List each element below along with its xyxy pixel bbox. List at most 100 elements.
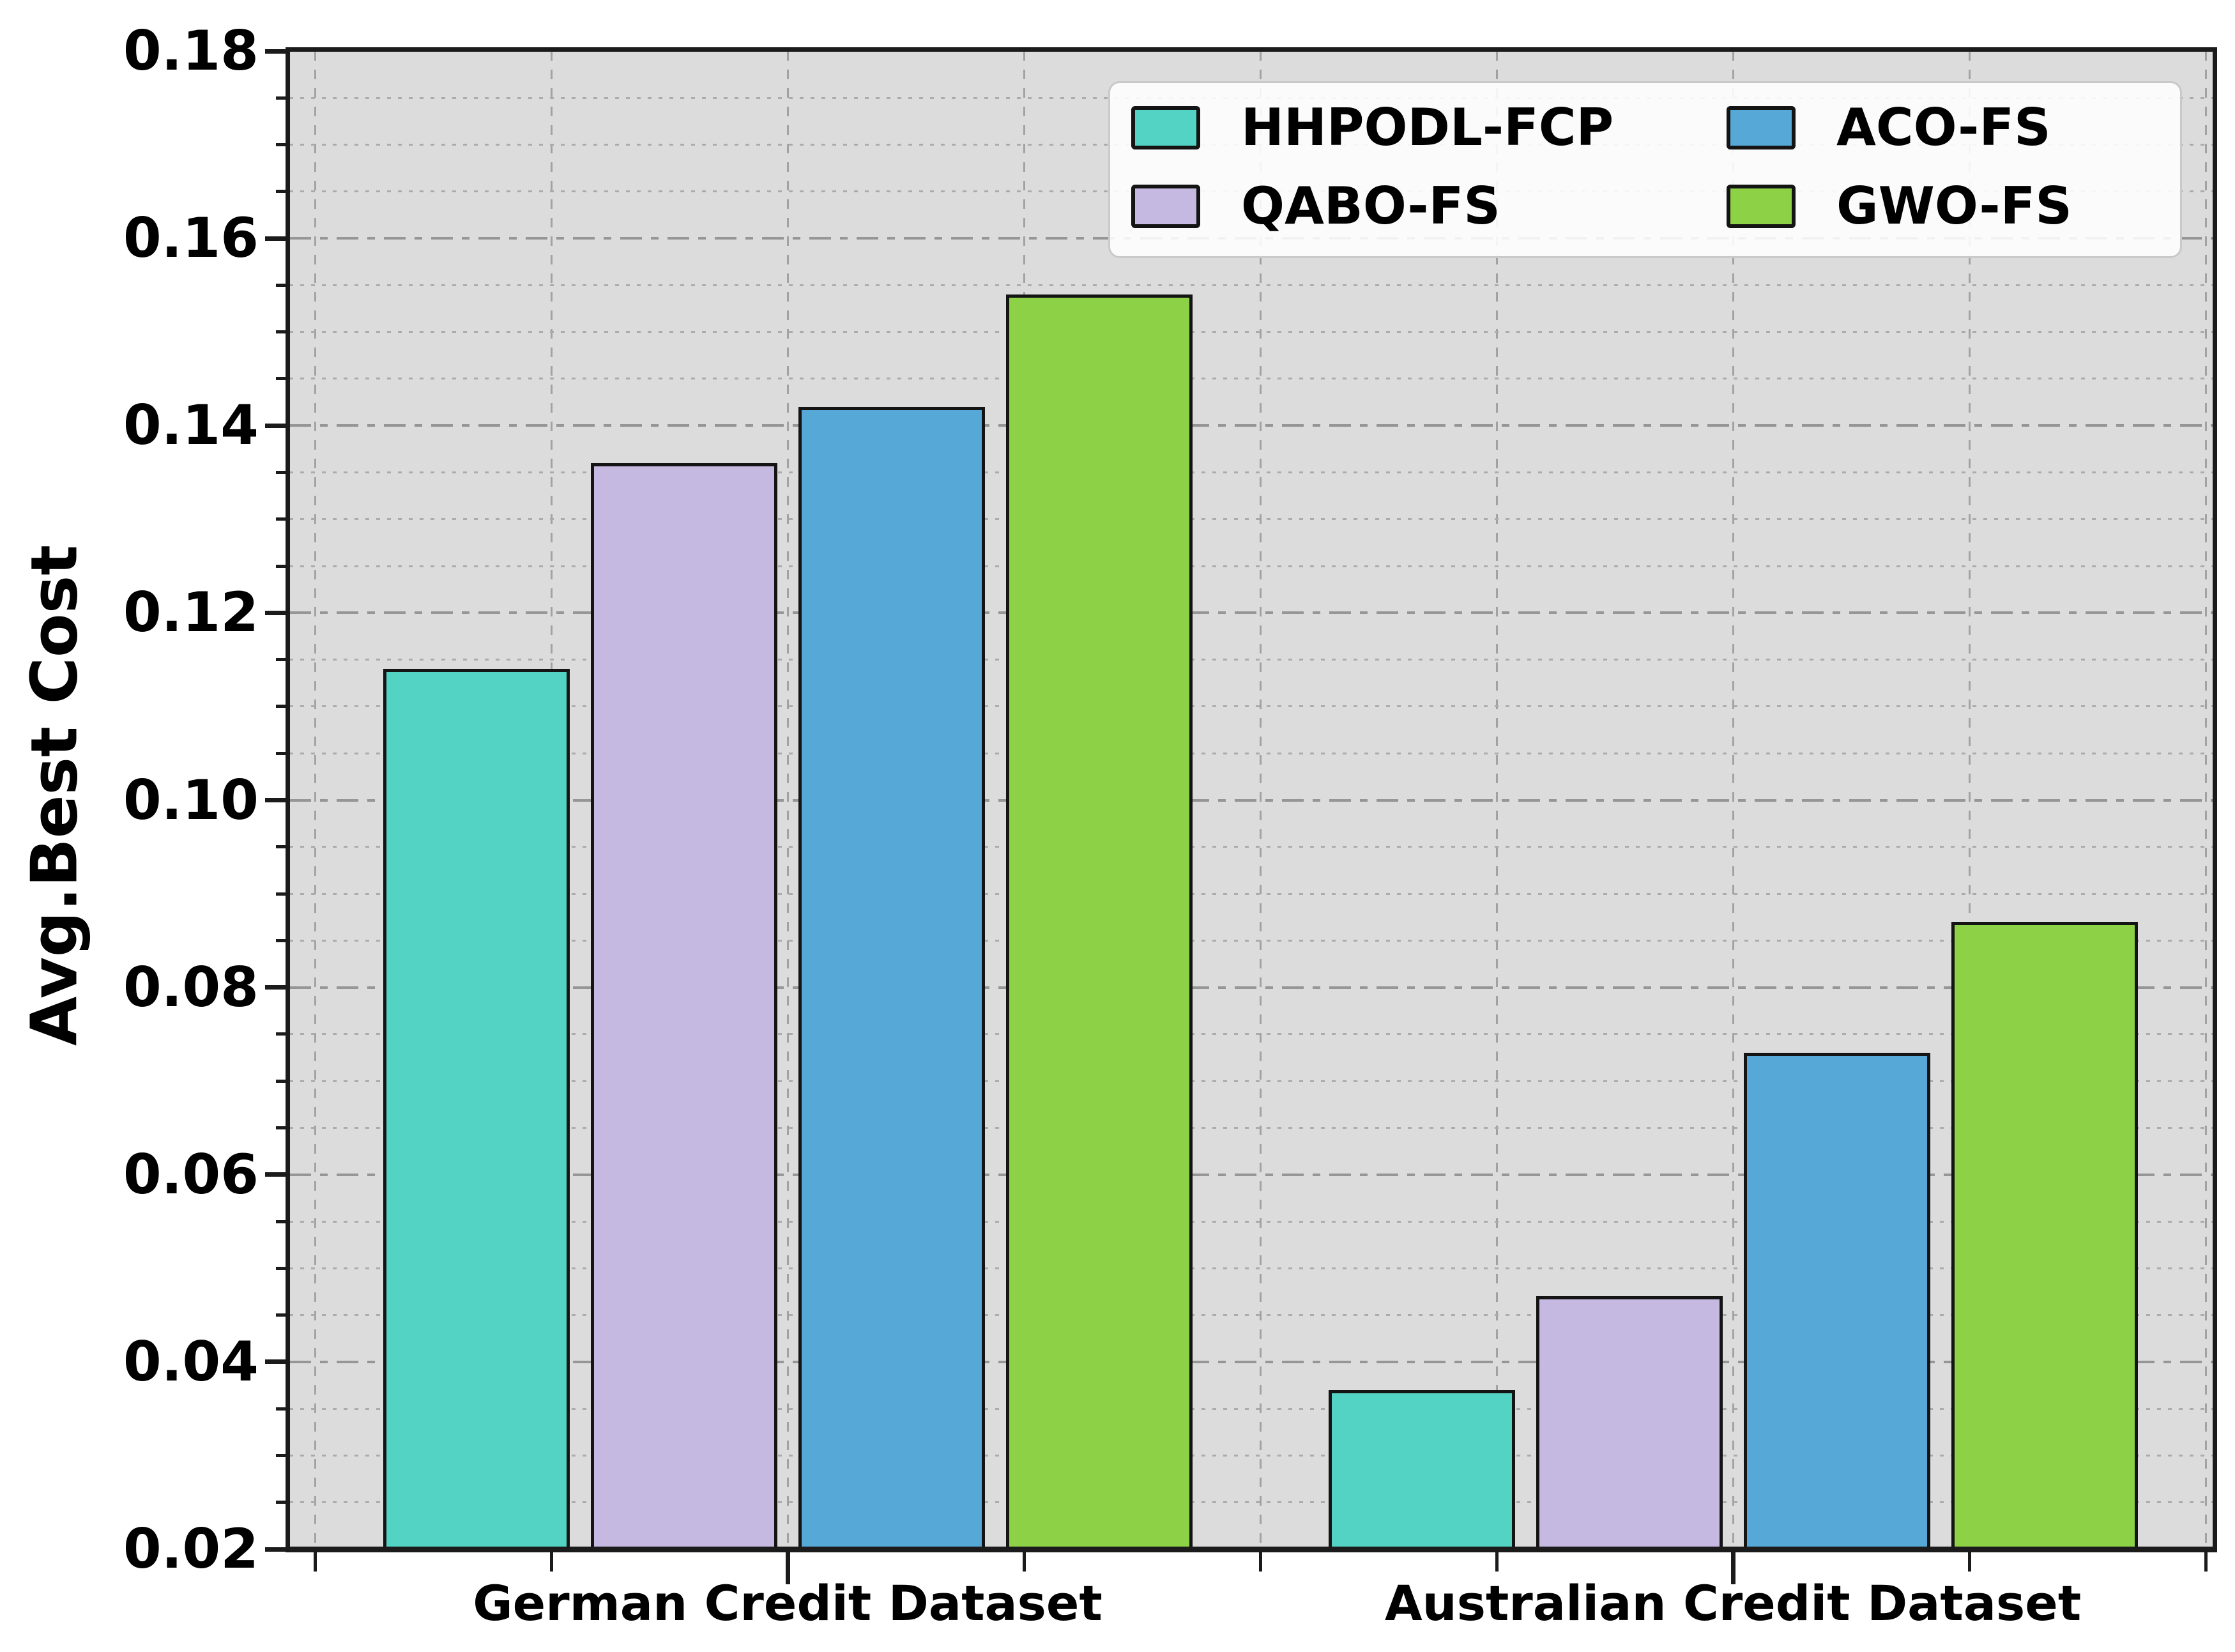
y-tick-minor xyxy=(276,1220,289,1223)
y-gridline-minor xyxy=(289,284,2213,286)
y-tick-minor xyxy=(276,377,289,381)
x-tick-minor xyxy=(314,1552,317,1572)
y-tick-label: 0.18 xyxy=(123,19,259,83)
y-tick-minor xyxy=(276,283,289,287)
x-tick-minor xyxy=(2204,1552,2208,1572)
y-gridline-minor xyxy=(289,378,2213,380)
legend-swatch-aco-fs xyxy=(1727,106,1796,149)
x-tick-major xyxy=(1731,1552,1735,1584)
y-gridline-minor xyxy=(289,565,2213,567)
y-tick-minor xyxy=(276,96,289,100)
y-tick-minor xyxy=(276,143,289,147)
y-gridline-minor xyxy=(289,1033,2213,1036)
y-gridline-major xyxy=(289,986,2213,989)
bar-gwo-fs-category1 xyxy=(1951,922,2138,1549)
y-tick-minor xyxy=(276,892,289,896)
y-tick-minor xyxy=(276,1453,289,1457)
y-tick-minor xyxy=(276,751,289,755)
y-tick-minor xyxy=(276,845,289,849)
x-tick-minor xyxy=(1495,1552,1499,1572)
y-tick-minor xyxy=(276,330,289,334)
y-gridline-minor xyxy=(289,1080,2213,1082)
spine-bottom xyxy=(286,1547,2217,1552)
y-tick-label: 0.04 xyxy=(123,1329,259,1394)
legend-swatch-gwo-fs xyxy=(1727,185,1796,228)
y-tick-minor xyxy=(276,1266,289,1270)
y-tick-minor xyxy=(276,1079,289,1083)
y-tick-label: 0.02 xyxy=(123,1517,259,1581)
y-tick-major xyxy=(265,1547,289,1552)
y-tick-major xyxy=(265,423,289,428)
y-gridline-minor xyxy=(289,1501,2213,1504)
y-gridline-major xyxy=(289,1173,2213,1176)
y-tick-label: 0.16 xyxy=(123,206,259,271)
spine-top xyxy=(286,47,2217,52)
y-gridline-minor xyxy=(289,471,2213,474)
y-tick-minor xyxy=(276,471,289,475)
y-tick-minor xyxy=(276,705,289,708)
bar-qabo-fs-category1 xyxy=(1536,1296,1723,1549)
y-gridline-minor xyxy=(289,1314,2213,1317)
bar-hhpodl-fcp-category1 xyxy=(1328,1389,1515,1549)
y-tick-major xyxy=(265,49,289,54)
y-tick-minor xyxy=(276,1032,289,1036)
bar-aco-fs-category1 xyxy=(1743,1053,1930,1549)
legend-label-hhpodl-fcp: HHPODL-FCP xyxy=(1241,98,1614,157)
x-tick-minor xyxy=(1023,1552,1026,1572)
bar-gwo-fs-category0 xyxy=(1005,294,1193,1549)
legend-label-qabo-fs: QABO-FS xyxy=(1241,176,1500,236)
y-tick-label: 0.08 xyxy=(123,955,259,1020)
y-tick-minor xyxy=(276,938,289,942)
y-tick-minor xyxy=(276,1501,289,1504)
y-gridline-minor xyxy=(289,331,2213,333)
y-tick-label: 0.06 xyxy=(123,1142,259,1207)
y-gridline-minor xyxy=(289,1126,2213,1129)
y-tick-minor xyxy=(276,1313,289,1317)
y-gridline-minor xyxy=(289,1267,2213,1269)
legend-label-gwo-fs: GWO-FS xyxy=(1836,176,2072,236)
legend-swatch-qabo-fs xyxy=(1131,185,1200,228)
x-tick-major xyxy=(786,1552,790,1584)
y-gridline-major xyxy=(289,424,2213,427)
y-axis-label: Avg.Best Cost xyxy=(17,544,92,1046)
y-gridline-minor xyxy=(289,892,2213,895)
legend-swatch-hhpodl-fcp xyxy=(1131,106,1200,149)
y-tick-major xyxy=(265,610,289,615)
y-gridline-minor xyxy=(289,1220,2213,1223)
x-tick-minor xyxy=(1968,1552,1971,1572)
y-tick-major xyxy=(265,985,289,990)
x-tick-minor xyxy=(1259,1552,1262,1572)
y-gridline-major xyxy=(289,799,2213,802)
y-tick-label: 0.14 xyxy=(123,394,259,458)
y-gridline-minor xyxy=(289,705,2213,708)
spine-right xyxy=(2213,47,2217,1552)
y-tick-minor xyxy=(276,190,289,194)
y-tick-major xyxy=(265,1359,289,1365)
y-gridline-minor xyxy=(289,659,2213,661)
legend-box: HHPODL-FCP QABO-FS ACO-FS GWO-FS xyxy=(1108,81,2182,258)
y-tick-minor xyxy=(276,658,289,662)
y-tick-minor xyxy=(276,1126,289,1129)
y-gridline-minor xyxy=(289,1454,2213,1457)
y-gridline-minor xyxy=(289,752,2213,754)
bar-hhpodl-fcp-category0 xyxy=(383,669,570,1549)
y-gridline-minor xyxy=(289,1407,2213,1410)
legend-label-aco-fs: ACO-FS xyxy=(1836,98,2051,157)
y-tick-minor xyxy=(276,1407,289,1411)
y-tick-major xyxy=(265,1172,289,1177)
y-tick-label: 0.10 xyxy=(123,768,259,832)
y-tick-minor xyxy=(276,564,289,568)
plot-area xyxy=(289,51,2213,1549)
y-gridline-minor xyxy=(289,846,2213,848)
bar-aco-fs-category0 xyxy=(798,406,985,1549)
y-tick-minor xyxy=(276,517,289,521)
bar-qabo-fs-category0 xyxy=(590,463,777,1549)
y-tick-major xyxy=(265,236,289,241)
y-gridline-minor xyxy=(289,518,2213,521)
y-gridline-major xyxy=(289,611,2213,615)
y-tick-major xyxy=(265,798,289,802)
y-gridline-major xyxy=(289,1360,2213,1363)
y-gridline-minor xyxy=(289,939,2213,942)
y-tick-label: 0.12 xyxy=(123,581,259,645)
